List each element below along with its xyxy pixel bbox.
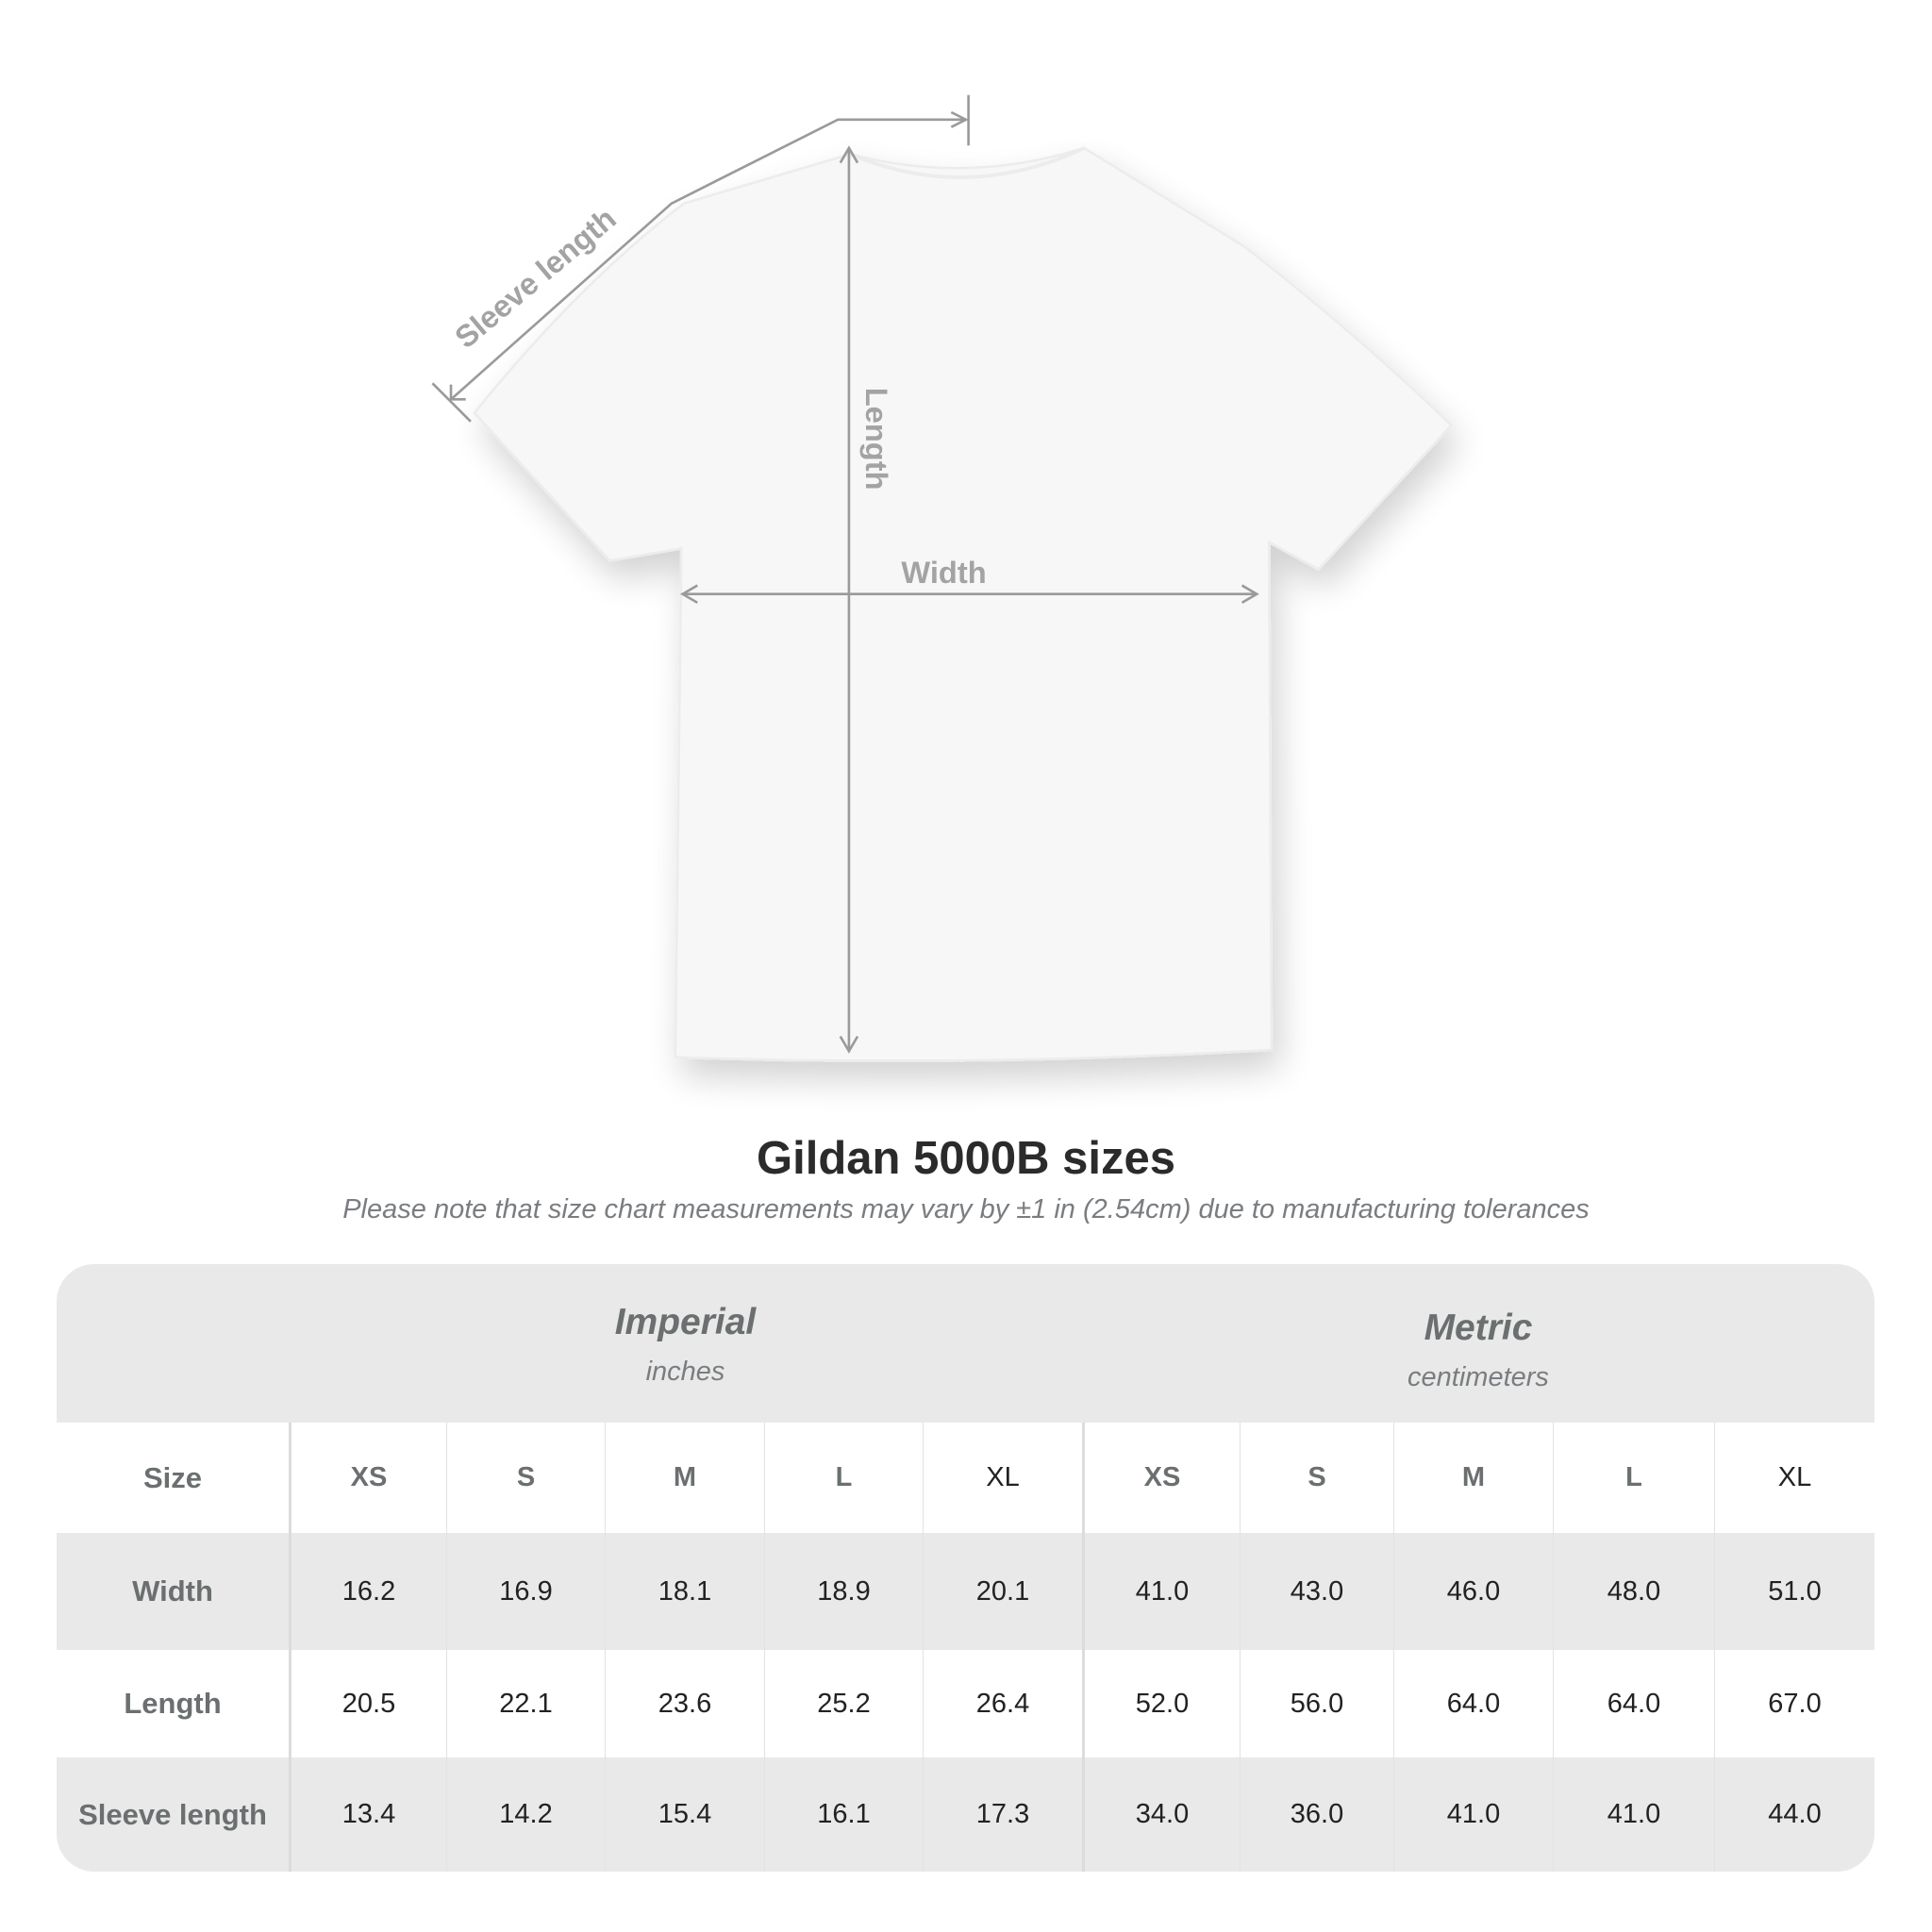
value-cell: 17.3 (923, 1757, 1082, 1872)
value-cell: 18.9 (764, 1533, 923, 1650)
row-label: Width (132, 1574, 213, 1607)
size-header-cell: L (1553, 1423, 1714, 1533)
metric-group-header: Metric centimeters (1082, 1307, 1874, 1393)
value-cell: 18.1 (605, 1533, 764, 1650)
value-cell: 36.0 (1240, 1757, 1393, 1872)
value-cell: 67.0 (1714, 1650, 1874, 1757)
value-cell: 51.0 (1714, 1533, 1874, 1650)
value-cell: 64.0 (1393, 1650, 1553, 1757)
group-unit: centimeters (1407, 1362, 1549, 1392)
tolerance-note: Please note that size chart measurements… (342, 1194, 1590, 1224)
size-header-cell: M (1393, 1423, 1553, 1533)
value-cell: 64.0 (1553, 1650, 1714, 1757)
value-cell: 41.0 (1553, 1757, 1714, 1872)
value-cell: 34.0 (1082, 1757, 1240, 1872)
group-unit: inches (645, 1357, 725, 1387)
value-cell: 16.2 (289, 1533, 446, 1650)
size-label: Size (142, 1460, 203, 1494)
size-table: Imperial inches Metric centimeters Size X… (57, 1264, 1874, 1872)
size-header-cell: L (764, 1423, 923, 1533)
value-cell: 41.0 (1393, 1757, 1553, 1872)
tshirt-shape (473, 146, 1454, 1062)
imperial-group-header: Imperial inches (289, 1302, 1082, 1388)
length-label: Length (859, 388, 894, 491)
table-header-band (57, 1264, 1874, 1423)
size-header-cell: XS (289, 1423, 446, 1533)
row-label: Sleeve length (78, 1797, 267, 1831)
group-title: Imperial (614, 1302, 757, 1342)
table-row: Width 16.2 16.9 18.1 18.9 20.1 41.0 43.0 46.0 48.… (57, 1533, 1874, 1650)
size-header-cell: XS (1082, 1423, 1240, 1533)
value-cell: 20.1 (923, 1533, 1082, 1650)
value-cell: 56.0 (1240, 1650, 1393, 1757)
value-cell: 48.0 (1553, 1533, 1714, 1650)
value-cell: 46.0 (1393, 1533, 1553, 1650)
value-cell: 52.0 (1082, 1650, 1240, 1757)
value-cell: 13.4 (289, 1757, 446, 1872)
row-label: Length (124, 1687, 222, 1720)
table-row: Length 20.5 22.1 23.6 25.2 26.4 52.0 56.0 64.0 64… (57, 1650, 1874, 1757)
page-title: Gildan 5000B sizes (757, 1133, 1175, 1184)
value-cell: 23.6 (605, 1650, 764, 1757)
table-row: Sleeve length 13.4 14.2 15.4 16.1 17.3 34.0 36.… (57, 1757, 1874, 1872)
sleeve-arrow (450, 118, 966, 401)
size-header-cell: S (446, 1423, 605, 1533)
value-cell: 15.4 (605, 1757, 764, 1872)
value-cell: 16.9 (446, 1533, 605, 1650)
tshirt-diagram: Sleeve length Length Width (431, 94, 1454, 1062)
group-title: Metric (1424, 1307, 1533, 1348)
value-cell: 22.1 (446, 1650, 605, 1757)
value-cell: 43.0 (1240, 1533, 1393, 1650)
value-cell: 26.4 (923, 1650, 1082, 1757)
width-label: Width (901, 555, 986, 590)
size-header-row: Size XS S M L XL XS S M L XL (57, 1423, 1874, 1533)
size-header-cell: M (605, 1423, 764, 1533)
collar (849, 146, 1086, 179)
value-cell: 16.1 (764, 1757, 923, 1872)
value-cell: 20.5 (289, 1650, 446, 1757)
value-cell: 25.2 (764, 1650, 923, 1757)
value-cell: 41.0 (1082, 1533, 1240, 1650)
value-cell: 14.2 (446, 1757, 605, 1872)
value-cell: 44.0 (1714, 1757, 1874, 1872)
size-header-cell: XL (1714, 1423, 1874, 1533)
size-header-cell: XL (923, 1423, 1082, 1533)
size-header-cell: S (1240, 1423, 1393, 1533)
measure-arrows (431, 94, 1259, 1054)
